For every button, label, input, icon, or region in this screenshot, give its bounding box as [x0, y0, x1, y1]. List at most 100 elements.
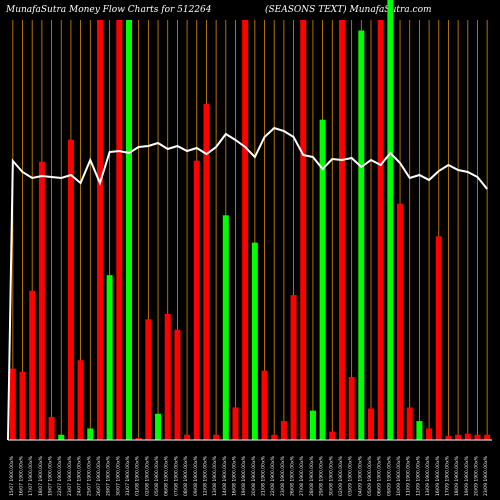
x-tick-label: 30/08 1900.00x% [328, 455, 334, 496]
x-tick-label: 06/08 1900.00x% [164, 455, 170, 496]
x-tick-label: 23/09 1900.00x% [483, 455, 489, 496]
x-tick-label: 24/07 1900.00x% [77, 455, 83, 496]
volume-bar [280, 421, 287, 440]
volume-bar [261, 370, 268, 440]
x-tick-label: 29/07 1900.00x% [106, 455, 112, 496]
x-tick-label: 15/07 1900.00x% [9, 455, 15, 496]
x-tick-label: 16/07 1900.00x% [19, 455, 25, 496]
volume-bar [232, 407, 239, 440]
x-tick-label: 18/07 1900.00x% [38, 455, 44, 496]
price-line [7, 126, 488, 441]
x-tick-label: 04/09 1900.00x% [357, 455, 363, 496]
volume-bar [96, 20, 103, 440]
x-tick-label: 20/08 1900.00x% [251, 455, 257, 496]
x-tick-label: 19/08 1900.00x% [241, 455, 247, 496]
volume-bar [426, 428, 433, 440]
volume-bar [377, 20, 384, 440]
price-line-layer [7, 126, 488, 441]
x-tick-label: 10/09 1900.00x% [396, 455, 402, 496]
volume-bar [184, 434, 191, 440]
x-tick-label: 26/08 1900.00x% [290, 455, 296, 496]
x-tick-label: 16/09 1900.00x% [435, 455, 441, 496]
volume-bar [319, 119, 326, 440]
x-tick-label: 13/09 1900.00x% [425, 455, 431, 496]
volume-bar [48, 416, 55, 440]
volume-bar [397, 203, 404, 440]
volume-bar [368, 408, 374, 440]
volume-bar [348, 377, 355, 440]
volume-bar [213, 434, 220, 440]
x-tick-label: 28/08 1900.00x% [309, 455, 315, 496]
volume-bar [29, 290, 36, 440]
volume-bar [126, 20, 132, 440]
volume-bar [338, 20, 345, 440]
volume-bar [87, 428, 94, 440]
volume-bar [155, 413, 162, 440]
x-tick-label: 25/07 1900.00x% [86, 455, 92, 496]
volume-bar [193, 160, 200, 440]
x-tick-label: 26/07 1900.00x% [96, 455, 102, 496]
volume-bar [242, 20, 249, 440]
volume-bar [435, 236, 442, 440]
x-tick-label: 23/07 1900.00x% [67, 455, 73, 496]
x-tick-label: 21/08 1900.00x% [261, 455, 267, 496]
x-tick-label: 07/08 1900.00x% [173, 455, 179, 496]
x-tick-label: 12/09 1900.00x% [415, 455, 421, 496]
x-tick-label: 22/08 1900.00x% [270, 455, 276, 496]
volume-bar [203, 104, 210, 440]
volume-bar [474, 434, 481, 440]
x-tick-label: 19/07 1900.00x% [48, 455, 54, 496]
volume-bar [271, 434, 278, 440]
volume-bar [484, 434, 491, 440]
volume-bar [106, 275, 113, 440]
volume-bar [164, 314, 171, 440]
volume-bar [174, 329, 181, 440]
x-tick-label: 23/08 1900.00x% [280, 455, 286, 496]
volume-bar [329, 431, 336, 440]
x-tick-label: 06/09 1900.00x% [377, 455, 383, 496]
x-tick-label: 18/09 1900.00x% [454, 455, 460, 496]
x-tick-label: 02/09 1900.00x% [338, 455, 344, 496]
chart-header-left: MunafaSutra Money Flow Charts for 512264 [5, 5, 212, 15]
volume-bars [9, 0, 491, 440]
volume-bar [464, 433, 471, 440]
x-tick-label: 19/09 1900.00x% [464, 455, 470, 496]
volume-bar [387, 0, 394, 440]
x-tick-label: 05/08 1900.00x% [154, 455, 160, 496]
x-tick-label: 01/08 1900.00x% [135, 455, 141, 496]
volume-bar [9, 368, 16, 440]
x-tick-label: 31/07 1900.00x% [125, 455, 131, 496]
x-tick-label: 08/08 1900.00x% [183, 455, 189, 496]
volume-bar [455, 434, 462, 440]
volume-bar [300, 20, 307, 440]
x-tick-label: 11/09 1900.00x% [406, 455, 412, 496]
volume-bar [58, 434, 65, 440]
x-tick-label: 20/09 1900.00x% [473, 455, 479, 496]
volume-bar [38, 161, 45, 440]
volume-bar [116, 20, 123, 440]
x-tick-label: 13/08 1900.00x% [212, 455, 218, 496]
volume-bar [445, 435, 452, 440]
volume-bar [145, 319, 152, 440]
volume-bar [19, 371, 26, 440]
volume-bar [251, 242, 258, 440]
x-tick-label: 05/09 1900.00x% [367, 455, 373, 496]
x-tick-label: 17/09 1900.00x% [444, 455, 450, 496]
x-tick-label: 22/07 1900.00x% [57, 455, 63, 496]
volume-bar [309, 410, 316, 440]
volume-bar [406, 407, 413, 440]
x-tick-label: 02/08 1900.00x% [144, 455, 150, 496]
volume-bar [290, 295, 297, 440]
x-tick-label: 14/08 1900.00x% [222, 455, 228, 496]
volume-bar [135, 437, 142, 440]
x-tick-label: 27/08 1900.00x% [299, 455, 305, 496]
x-tick-label: 30/07 1900.00x% [115, 455, 121, 496]
volume-bar [416, 421, 423, 440]
x-axis-tick-labels: 15/07 1900.00x% 16/07 1900.00x% 17/07 1900… [9, 455, 489, 496]
x-tick-label: 29/08 1900.00x% [319, 455, 325, 496]
x-tick-label: 16/08 1900.00x% [231, 455, 237, 496]
chart-header-right: (SEASONS TEXT) MunafaSutra.com [265, 4, 432, 15]
x-tick-label: 17/07 1900.00x% [28, 455, 34, 496]
